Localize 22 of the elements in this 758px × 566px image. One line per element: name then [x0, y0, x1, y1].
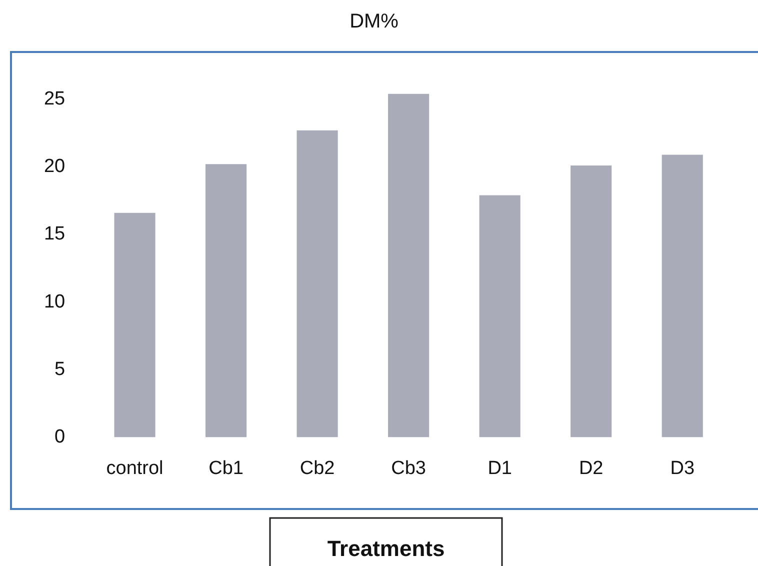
- y-tick-label: 20: [44, 156, 66, 178]
- x-tick-label: Cb3: [391, 458, 426, 479]
- bar: [206, 164, 247, 438]
- y-tick-label: 25: [44, 88, 66, 110]
- bar: [662, 154, 703, 438]
- y-tick-label: 5: [54, 358, 66, 380]
- bar: [479, 195, 520, 438]
- bar: [296, 130, 338, 438]
- x-tick-label: D3: [670, 458, 695, 479]
- bar: [570, 166, 612, 438]
- bar: [114, 212, 156, 438]
- x-tick-label: D2: [578, 458, 604, 479]
- chart-title: DM%: [350, 10, 399, 33]
- y-tick-label: 0: [54, 426, 66, 448]
- bar: [388, 94, 430, 438]
- x-tick-label: Cb2: [300, 458, 335, 479]
- x-tick-label: Cb1: [208, 458, 244, 479]
- y-tick-label: 15: [44, 224, 66, 245]
- x-axis-title: Treatments: [327, 536, 445, 562]
- y-tick-label: 10: [44, 291, 66, 312]
- x-tick-label: D1: [488, 458, 512, 479]
- x-tick-label: control: [106, 458, 164, 479]
